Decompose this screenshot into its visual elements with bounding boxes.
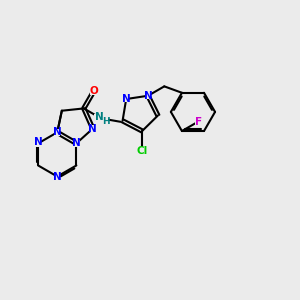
- Bar: [54, 129, 61, 136]
- Bar: [35, 140, 41, 147]
- Bar: [54, 173, 61, 180]
- Text: N: N: [53, 172, 62, 182]
- Text: N: N: [72, 138, 81, 148]
- Bar: [73, 140, 80, 147]
- Text: O: O: [89, 85, 98, 96]
- Bar: [137, 147, 147, 155]
- Bar: [145, 92, 151, 99]
- Text: N: N: [53, 127, 62, 137]
- Bar: [90, 88, 98, 95]
- Bar: [123, 96, 129, 102]
- Bar: [94, 114, 108, 122]
- Text: N: N: [144, 91, 152, 101]
- Text: F: F: [195, 117, 202, 127]
- Text: Cl: Cl: [136, 146, 148, 156]
- Bar: [89, 125, 96, 132]
- Text: N: N: [94, 112, 103, 122]
- Bar: [195, 118, 201, 125]
- Text: N: N: [122, 94, 130, 104]
- Text: H: H: [103, 117, 110, 126]
- Text: N: N: [88, 124, 97, 134]
- Text: N: N: [34, 137, 43, 148]
